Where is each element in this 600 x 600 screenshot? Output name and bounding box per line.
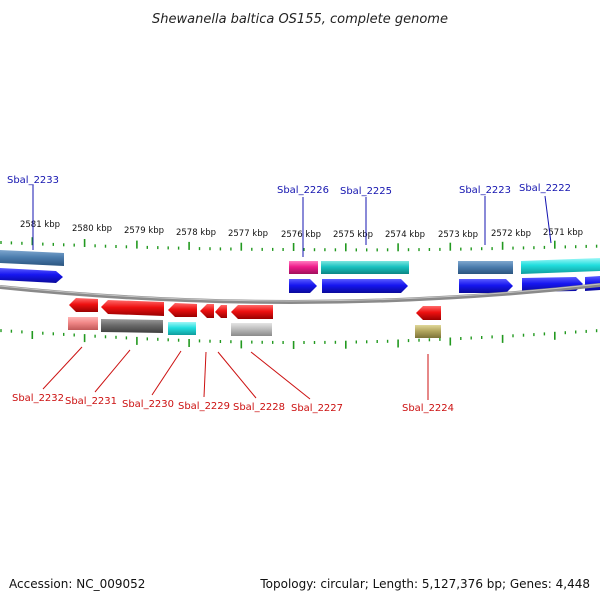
callout-line <box>94 349 131 393</box>
ruler-label: 2574 kbp <box>385 230 425 240</box>
gene-arrow-sbal-2232[interactable] <box>69 298 98 312</box>
gene-feature-sbal-2222-cog[interactable] <box>521 258 600 274</box>
gene-arrow-sbal-2224[interactable] <box>416 306 441 320</box>
gene-arrow-sbal-2229b[interactable] <box>215 305 227 318</box>
ruler-label: 2577 kbp <box>228 229 268 239</box>
gene-feature-sbal-2230-cog[interactable] <box>168 322 196 335</box>
reverse-cog-track <box>68 317 441 338</box>
gene-feature-sbal-2225-cog[interactable] <box>321 261 409 274</box>
gene-arrow-sbal-2229[interactable] <box>200 304 214 318</box>
reverse-gene-track <box>69 298 441 320</box>
ruler-label: 2571 kbp <box>543 228 583 238</box>
gene-label-sbal-2223[interactable]: Sbal_2223 <box>459 185 511 196</box>
gene-arrow-sbal-2233[interactable] <box>0 268 63 283</box>
accession-text: Accession: NC_009052 <box>9 577 146 591</box>
chart-title: Shewanella baltica OS155, complete genom… <box>152 12 448 27</box>
gene-label-sbal-2230[interactable]: Sbal_2230 <box>122 399 174 410</box>
gene-label-sbal-2233[interactable]: Sbal_2233 <box>7 175 59 186</box>
gene-feature-sbal-2231-cog[interactable] <box>101 319 163 333</box>
callout-line <box>250 351 311 400</box>
gene-label-sbal-2231[interactable]: Sbal_2231 <box>65 396 117 407</box>
ruler-label: 2575 kbp <box>333 230 373 240</box>
gene-label-sbal-2225[interactable]: Sbal_2225 <box>340 186 392 197</box>
gene-arrow-sbal-2231[interactable] <box>101 300 164 316</box>
ruler-label: 2572 kbp <box>491 229 531 239</box>
gene-label-sbal-2229[interactable]: Sbal_2229 <box>178 401 230 412</box>
inner-tick-track <box>0 329 598 349</box>
gene-label-sbal-2222[interactable]: Sbal_2222 <box>519 183 571 194</box>
gene-label-sbal-2226[interactable]: Sbal_2226 <box>277 185 329 196</box>
gene-feature-sbal-2224-cog[interactable] <box>415 325 441 338</box>
callout-line <box>217 351 257 399</box>
gene-feature-sbal-2232-cog[interactable] <box>68 317 98 330</box>
gene-label-sbal-2228[interactable]: Sbal_2228 <box>233 402 285 413</box>
gene-arrow-sbal-2223[interactable] <box>459 279 513 293</box>
top-gene-callouts: Sbal_2233 Sbal_2226 Sbal_2225 Sbal_2223 … <box>7 175 571 257</box>
gene-label-sbal-2232[interactable]: Sbal_2232 <box>12 393 64 404</box>
gene-label-sbal-2227[interactable]: Sbal_2227 <box>291 403 343 414</box>
forward-gene-track <box>0 268 600 293</box>
gene-arrow-sbal-2228[interactable] <box>231 305 273 319</box>
callout-line <box>203 351 207 398</box>
bottom-gene-callouts: Sbal_2232 Sbal_2231 Sbal_2230 Sbal_2229 … <box>12 346 454 414</box>
gene-feature-sbal-2226-cog[interactable] <box>289 261 318 274</box>
callout-line <box>151 350 182 396</box>
gene-feature-sbal-2228-cog[interactable] <box>231 323 272 336</box>
ruler-label: 2580 kbp <box>72 224 112 234</box>
ruler-label: 2576 kbp <box>281 230 321 240</box>
ruler-label: 2581 kbp <box>20 220 60 230</box>
genome-backbone <box>0 283 600 305</box>
callout-line <box>544 195 552 244</box>
gene-feature-sbal-2233-cog[interactable] <box>0 250 64 266</box>
genome-backbone-highlight <box>0 283 600 302</box>
gene-arrow-sbal-2226[interactable] <box>289 279 317 293</box>
gene-arrow-sbal-2230[interactable] <box>168 303 197 317</box>
ruler-label: 2578 kbp <box>176 228 216 238</box>
gene-arrow-sbal-2225[interactable] <box>322 279 408 293</box>
outer-tick-track <box>0 237 598 252</box>
ruler-label: 2573 kbp <box>438 230 478 240</box>
genome-summary-text: Topology: circular; Length: 5,127,376 bp… <box>260 577 590 591</box>
gene-label-sbal-2224[interactable]: Sbal_2224 <box>402 403 454 414</box>
ruler-label: 2579 kbp <box>124 226 164 236</box>
callout-line <box>42 346 83 390</box>
gene-feature-sbal-2223-cog[interactable] <box>458 261 513 274</box>
forward-cog-track <box>0 250 600 274</box>
ruler-labels: 2581 kbp 2580 kbp 2579 kbp 2578 kbp 2577… <box>20 220 583 240</box>
